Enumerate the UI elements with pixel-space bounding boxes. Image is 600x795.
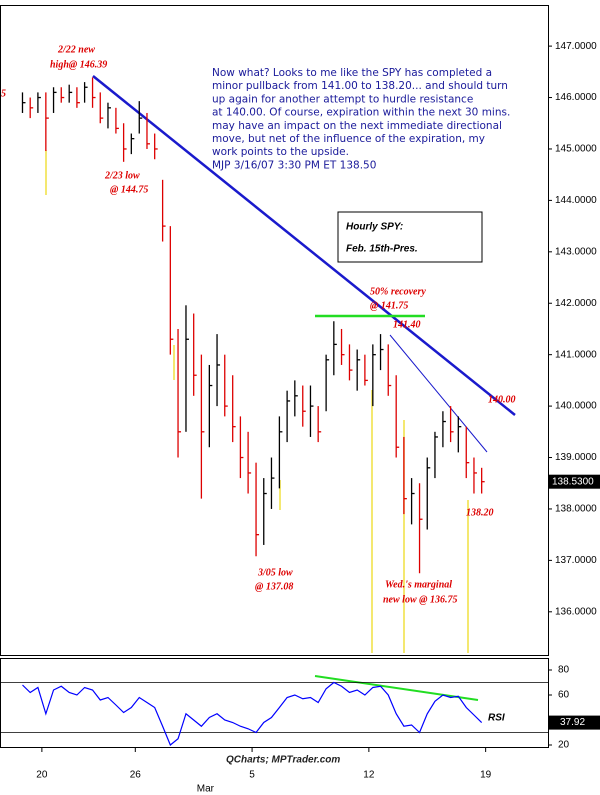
x-tick-label: 19 xyxy=(480,770,492,781)
annotation: 5 xyxy=(1,88,6,99)
y-tick-label: 138.0000 xyxy=(555,504,597,515)
y-tick-label: 145.0000 xyxy=(555,144,597,155)
trendline xyxy=(389,334,488,453)
annotation: 141.40 xyxy=(393,319,421,330)
y-tick-label: 147.0000 xyxy=(555,41,597,52)
commentary-line: may have an impact on the next immediate… xyxy=(212,120,502,132)
x-tick-label: 20 xyxy=(36,770,48,781)
x-tick-label: 12 xyxy=(363,770,375,781)
annotation: 3/05 low xyxy=(257,567,293,578)
annotation: @ 141.75 xyxy=(370,300,408,311)
commentary-line: work points to the upside. xyxy=(212,146,349,158)
last-rsi-label: 37.92 xyxy=(560,717,585,728)
x-tick-label: 5 xyxy=(249,770,255,781)
y-tick-label: 144.0000 xyxy=(555,195,597,206)
price-panel xyxy=(0,5,549,656)
commentary-line: MJP 3/16/07 3:30 PM ET 138.50 xyxy=(212,159,376,171)
last-price-box xyxy=(549,474,600,489)
source: QCharts; MPTrader.com xyxy=(226,755,340,766)
y-tick-label: 20 xyxy=(558,740,570,751)
x-tick-label: 26 xyxy=(130,770,142,781)
annotation: @ 144.75 xyxy=(110,184,148,195)
x-month-label: Mar xyxy=(197,784,215,795)
commentary-line: minor pullback from 141.00 to 138.20... … xyxy=(212,80,508,92)
annotation: 2/22 new xyxy=(57,44,95,55)
y-tick-label: 141.0000 xyxy=(555,349,597,360)
chart-title: Feb. 15th-Pres. xyxy=(346,244,418,255)
y-tick-label: 136.0000 xyxy=(555,606,597,617)
chart-title: Hourly SPY: xyxy=(346,222,403,233)
annotation: high@ 146.39 xyxy=(50,59,107,70)
annotation: 140.00 xyxy=(488,394,516,405)
commentary-line: up again for another attempt to hurdle r… xyxy=(212,93,473,105)
y-tick-label: 137.0000 xyxy=(555,555,597,566)
annotation: 138.20 xyxy=(466,507,494,518)
commentary-line: move, but net of the influence of the ex… xyxy=(212,133,485,145)
annotation: new low @ 136.75 xyxy=(383,594,457,605)
y-tick-label: 143.0000 xyxy=(555,246,597,257)
annotation: @ 137.08 xyxy=(255,581,293,592)
last-price-label: 138.5300 xyxy=(552,476,594,487)
commentary-line: Now what? Looks to me like the SPY has c… xyxy=(212,67,492,79)
y-tick-label: 80 xyxy=(558,665,570,676)
y-tick-label: 140.0000 xyxy=(555,401,597,412)
y-tick-label: 142.0000 xyxy=(555,298,597,309)
y-tick-label: 146.0000 xyxy=(555,92,597,103)
annotation: 50% recovery xyxy=(370,286,426,297)
trendline xyxy=(92,75,516,416)
rsi-trendline xyxy=(314,675,479,701)
rsi-panel xyxy=(0,658,549,748)
y-tick-label: 60 xyxy=(558,690,570,701)
y-tick-label: 139.0000 xyxy=(555,452,597,463)
legend-entry: RSI xyxy=(488,713,505,724)
annotation: Wed.'s marginal xyxy=(385,579,452,590)
annotation: 2/23 low xyxy=(104,170,140,181)
commentary-line: at 140.00. Of course, expiration within … xyxy=(212,107,510,119)
title-box xyxy=(337,211,483,263)
last-rsi-box xyxy=(549,715,600,730)
rsi-line xyxy=(22,681,483,746)
